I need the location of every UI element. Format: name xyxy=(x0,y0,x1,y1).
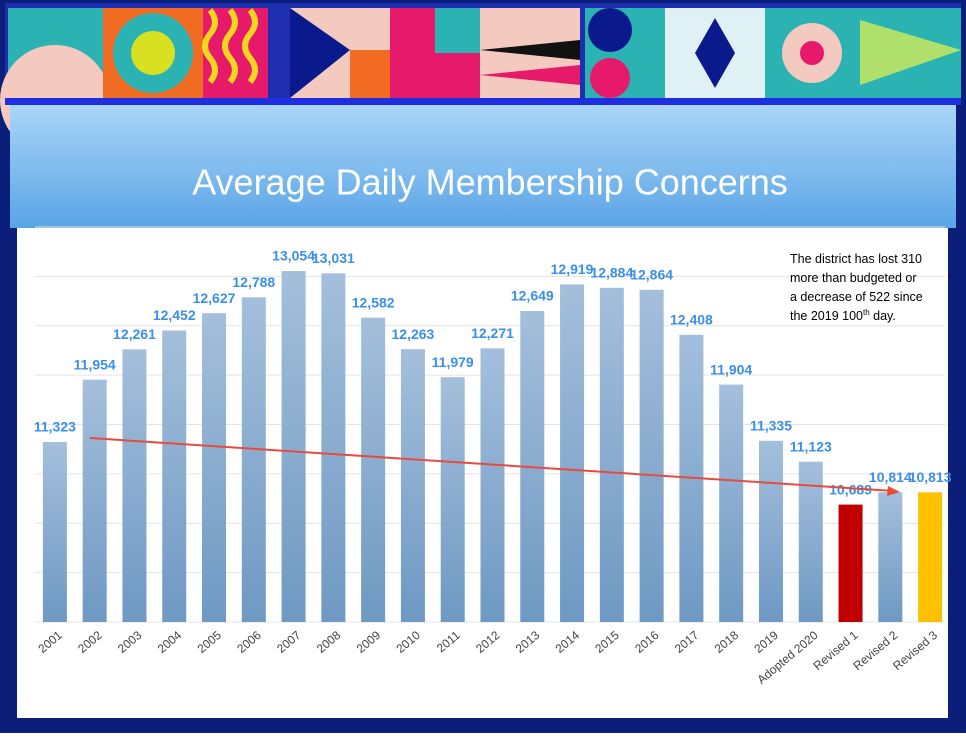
value-label: 12,884 xyxy=(590,265,633,281)
bar xyxy=(719,384,744,622)
value-label: 12,261 xyxy=(113,326,156,342)
value-label: 12,864 xyxy=(630,267,673,283)
value-label: 10,689 xyxy=(829,481,872,497)
bar xyxy=(639,289,664,622)
value-label: 12,452 xyxy=(153,307,196,323)
bar xyxy=(361,317,386,622)
bar xyxy=(560,284,585,622)
value-label: 11,904 xyxy=(710,361,752,377)
value-label: 11,979 xyxy=(432,354,474,370)
trend-arrow xyxy=(89,437,900,496)
annotation: The district has lost 310 more than budg… xyxy=(790,252,926,323)
bar xyxy=(321,273,346,622)
title-band xyxy=(10,105,956,228)
value-label: 12,582 xyxy=(352,294,395,310)
value-label: 10,814 xyxy=(869,469,912,485)
value-label: 12,408 xyxy=(670,312,713,328)
value-label: 11,123 xyxy=(790,438,832,454)
value-label: 12,271 xyxy=(471,325,514,341)
bar xyxy=(480,348,505,622)
value-label: 10,813 xyxy=(909,469,952,485)
bar xyxy=(838,504,863,622)
bar xyxy=(202,313,227,622)
banner xyxy=(0,3,961,155)
value-label: 12,919 xyxy=(551,261,594,277)
bar xyxy=(878,492,903,622)
bar xyxy=(758,440,783,622)
bar xyxy=(918,492,943,622)
bar xyxy=(599,287,624,622)
value-label: 12,263 xyxy=(392,326,435,342)
value-label: 12,627 xyxy=(193,290,236,306)
bar xyxy=(440,377,465,622)
value-label: 12,788 xyxy=(232,274,275,290)
bar xyxy=(162,330,187,622)
value-label: 11,954 xyxy=(74,356,116,372)
bar xyxy=(42,441,67,622)
bar xyxy=(82,379,107,622)
value-label: 13,031 xyxy=(312,250,355,266)
value-label: 12,649 xyxy=(511,288,554,304)
value-label: 11,335 xyxy=(750,417,792,433)
bar xyxy=(241,297,266,622)
bar xyxy=(281,271,306,622)
value-label: 11,323 xyxy=(34,419,76,435)
slide-title: Average Daily Membership Concerns xyxy=(192,162,788,203)
value-label: 13,054 xyxy=(272,248,315,264)
bar xyxy=(798,461,823,622)
bar xyxy=(400,349,425,622)
bar xyxy=(122,349,147,622)
